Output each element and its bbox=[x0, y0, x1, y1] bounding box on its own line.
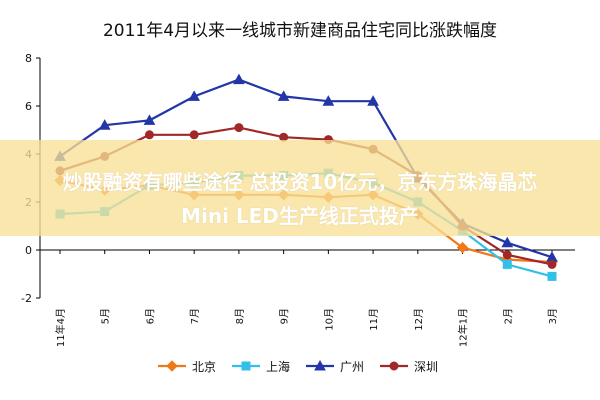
series-3-point-10 bbox=[502, 250, 512, 260]
y-tick-label: 0 bbox=[25, 244, 32, 257]
x-tick-label: 2月 bbox=[502, 308, 514, 324]
overlay-headline-line2[interactable]: Mini LED生产线正式投产 bbox=[181, 204, 419, 228]
legend-label: 上海 bbox=[266, 359, 290, 374]
x-tick-label: 12月 bbox=[413, 308, 425, 331]
legend-label: 深圳 bbox=[414, 360, 438, 374]
x-tick-label: 8月 bbox=[234, 308, 246, 324]
legend-3-point-legend bbox=[389, 361, 399, 371]
chart-title: 2011年4月以来一线城市新建商品住宅同比涨跌幅度 bbox=[103, 21, 497, 41]
series-3-point-3 bbox=[189, 130, 199, 140]
axes: -20246811年4月5月6月7月8月9月10月11月12月12年1月2月3月 bbox=[21, 52, 575, 347]
x-tick-label: 5月 bbox=[100, 308, 112, 324]
series-3-point-4 bbox=[234, 123, 244, 133]
series-3-point-11 bbox=[547, 259, 557, 269]
legend-0-point-legend bbox=[166, 360, 178, 372]
x-tick-label: 10月 bbox=[323, 308, 335, 331]
x-tick-label: 6月 bbox=[144, 308, 156, 324]
series-2-point-7 bbox=[367, 95, 379, 106]
legend-label: 广州 bbox=[340, 360, 364, 374]
x-tick-label: 11年4月 bbox=[54, 308, 67, 347]
series-2-point-5 bbox=[277, 90, 290, 101]
legend-label: 北京 bbox=[192, 360, 216, 374]
y-tick-label: 6 bbox=[25, 100, 32, 113]
overlay-banner bbox=[0, 140, 600, 236]
series-2-point-4 bbox=[233, 73, 245, 85]
x-tick-label: 12年1月 bbox=[457, 308, 470, 347]
x-tick-label: 9月 bbox=[279, 308, 291, 324]
x-tick-label: 7月 bbox=[189, 308, 201, 324]
legend-2-point-legend bbox=[314, 359, 326, 371]
series-2-point-1 bbox=[98, 119, 111, 130]
y-tick-label: 8 bbox=[25, 52, 32, 65]
series-3-point-2 bbox=[144, 130, 154, 140]
series-2-point-2 bbox=[143, 114, 156, 125]
legend-item-1: 上海 bbox=[232, 359, 290, 374]
legend-item-2: 广州 bbox=[306, 359, 364, 374]
series-2-point-10 bbox=[501, 236, 514, 248]
series-1-point-11 bbox=[547, 271, 557, 281]
overlay-headline-line1[interactable]: 炒股融资有哪些途径 总投资10亿元，京东方珠海晶芯 bbox=[62, 170, 538, 194]
legend: 北京 上海 广州 深圳 bbox=[158, 359, 438, 374]
y-tick-label: -2 bbox=[21, 292, 32, 305]
series-2-point-3 bbox=[188, 90, 201, 101]
series-2-point-6 bbox=[322, 95, 335, 106]
legend-item-3: 深圳 bbox=[380, 360, 438, 374]
series-1-point-10 bbox=[502, 259, 512, 269]
x-tick-label: 11月 bbox=[368, 308, 380, 331]
legend-item-0: 北京 bbox=[158, 360, 216, 374]
x-tick-label: 3月 bbox=[547, 308, 559, 324]
series-0-point-9 bbox=[456, 241, 469, 254]
legend-1-point-legend bbox=[241, 361, 251, 371]
